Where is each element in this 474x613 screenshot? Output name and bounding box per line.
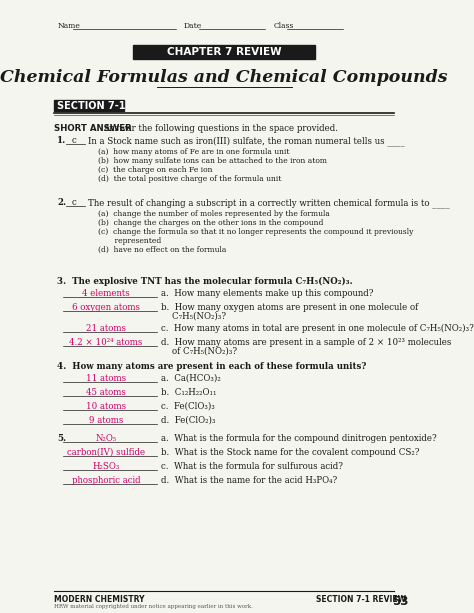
Text: 4.2 × 10²⁴ atoms: 4.2 × 10²⁴ atoms [69, 338, 143, 347]
Text: 11 atoms: 11 atoms [86, 374, 126, 383]
Text: 53: 53 [392, 595, 409, 608]
Text: (c)  the charge on each Fe ion: (c) the charge on each Fe ion [98, 166, 213, 174]
Text: a.  What is the formula for the compound dinitrogen pentoxide?: a. What is the formula for the compound … [161, 434, 436, 443]
Text: MODERN CHEMISTRY: MODERN CHEMISTRY [54, 595, 145, 604]
Text: 1.: 1. [57, 136, 66, 145]
Text: 45 atoms: 45 atoms [86, 388, 126, 397]
Text: 2.: 2. [57, 198, 66, 207]
Text: (b)  how many sulfate ions can be attached to the iron atom: (b) how many sulfate ions can be attache… [98, 157, 328, 165]
Text: 3.  The explosive TNT has the molecular formula C₇H₅(NO₂)₃.: 3. The explosive TNT has the molecular f… [57, 277, 353, 286]
Text: H₂SO₃: H₂SO₃ [92, 462, 120, 471]
Text: (d)  have no effect on the formula: (d) have no effect on the formula [98, 246, 227, 254]
Text: (c)  change the formula so that it no longer represents the compound it previous: (c) change the formula so that it no lon… [98, 228, 414, 236]
Text: d.  Fe(ClO₂)₃: d. Fe(ClO₂)₃ [161, 416, 215, 425]
Text: (a)  how many atoms of Fe are in one formula unit: (a) how many atoms of Fe are in one form… [98, 148, 290, 156]
FancyBboxPatch shape [54, 100, 124, 111]
Text: 10 atoms: 10 atoms [86, 402, 126, 411]
Text: d.  How many atoms are present in a sample of 2 × 10²³ molecules: d. How many atoms are present in a sampl… [161, 338, 451, 347]
Text: SECTION 7-1: SECTION 7-1 [57, 101, 126, 110]
Text: The result of changing a subscript in a correctly written chemical formula is to: The result of changing a subscript in a … [88, 198, 450, 208]
Text: 4.  How many atoms are present in each of these formula units?: 4. How many atoms are present in each of… [57, 362, 366, 371]
Text: In a Stock name such as iron(III) sulfate, the roman numeral tells us ____: In a Stock name such as iron(III) sulfat… [88, 136, 405, 146]
Text: CHAPTER 7 REVIEW: CHAPTER 7 REVIEW [167, 47, 282, 57]
Text: of C₇H₅(NO₂)₃?: of C₇H₅(NO₂)₃? [161, 347, 237, 356]
Text: b.  C₁₂H₂₂O₁₁: b. C₁₂H₂₂O₁₁ [161, 388, 216, 397]
Text: SECTION 7-1 REVIEW: SECTION 7-1 REVIEW [316, 595, 406, 604]
Text: carbon(IV) sulfide: carbon(IV) sulfide [67, 448, 145, 457]
Text: a.  How many elements make up this compound?: a. How many elements make up this compou… [161, 289, 373, 298]
Text: Answer the following questions in the space provided.: Answer the following questions in the sp… [103, 124, 338, 133]
Text: d.  What is the name for the acid H₃PO₄?: d. What is the name for the acid H₃PO₄? [161, 476, 337, 485]
Text: phosphoric acid: phosphoric acid [72, 476, 140, 485]
Text: HRW material copyrighted under notice appearing earlier in this work.: HRW material copyrighted under notice ap… [54, 604, 253, 609]
Text: (b)  change the charges on the other ions in the compound: (b) change the charges on the other ions… [98, 219, 324, 227]
FancyBboxPatch shape [133, 45, 315, 59]
Text: a.  Ca(HCO₃)₂: a. Ca(HCO₃)₂ [161, 374, 220, 383]
Text: represented: represented [98, 237, 162, 245]
Text: Class: Class [273, 22, 293, 30]
Text: Name: Name [57, 22, 80, 30]
Text: 4 elements: 4 elements [82, 289, 130, 298]
Text: 9 atoms: 9 atoms [89, 416, 123, 425]
Text: c.  Fe(ClO₃)₃: c. Fe(ClO₃)₃ [161, 402, 214, 411]
Text: c: c [71, 136, 76, 145]
Text: c: c [71, 198, 76, 207]
Text: 6 oxygen atoms: 6 oxygen atoms [72, 303, 140, 312]
Text: N₂O₅: N₂O₅ [95, 434, 117, 443]
Text: b.  What is the Stock name for the covalent compound CS₂?: b. What is the Stock name for the covale… [161, 448, 419, 457]
Text: c.  What is the formula for sulfurous acid?: c. What is the formula for sulfurous aci… [161, 462, 343, 471]
Text: C₇H₅(NO₂)₃?: C₇H₅(NO₂)₃? [161, 312, 226, 321]
Text: b.  How many oxygen atoms are present in one molecule of: b. How many oxygen atoms are present in … [161, 303, 418, 312]
Text: 21 atoms: 21 atoms [86, 324, 126, 333]
Text: (d)  the total positive charge of the formula unit: (d) the total positive charge of the for… [98, 175, 282, 183]
Text: Chemical Formulas and Chemical Compounds: Chemical Formulas and Chemical Compounds [0, 69, 448, 86]
Text: (a)  change the number of moles represented by the formula: (a) change the number of moles represent… [98, 210, 330, 218]
Text: SHORT ANSWER: SHORT ANSWER [54, 124, 132, 133]
Text: 5.: 5. [57, 434, 66, 443]
Text: c.  How many atoms in total are present in one molecule of C₇H₅(NO₂)₃?: c. How many atoms in total are present i… [161, 324, 474, 333]
Text: Date: Date [184, 22, 202, 30]
